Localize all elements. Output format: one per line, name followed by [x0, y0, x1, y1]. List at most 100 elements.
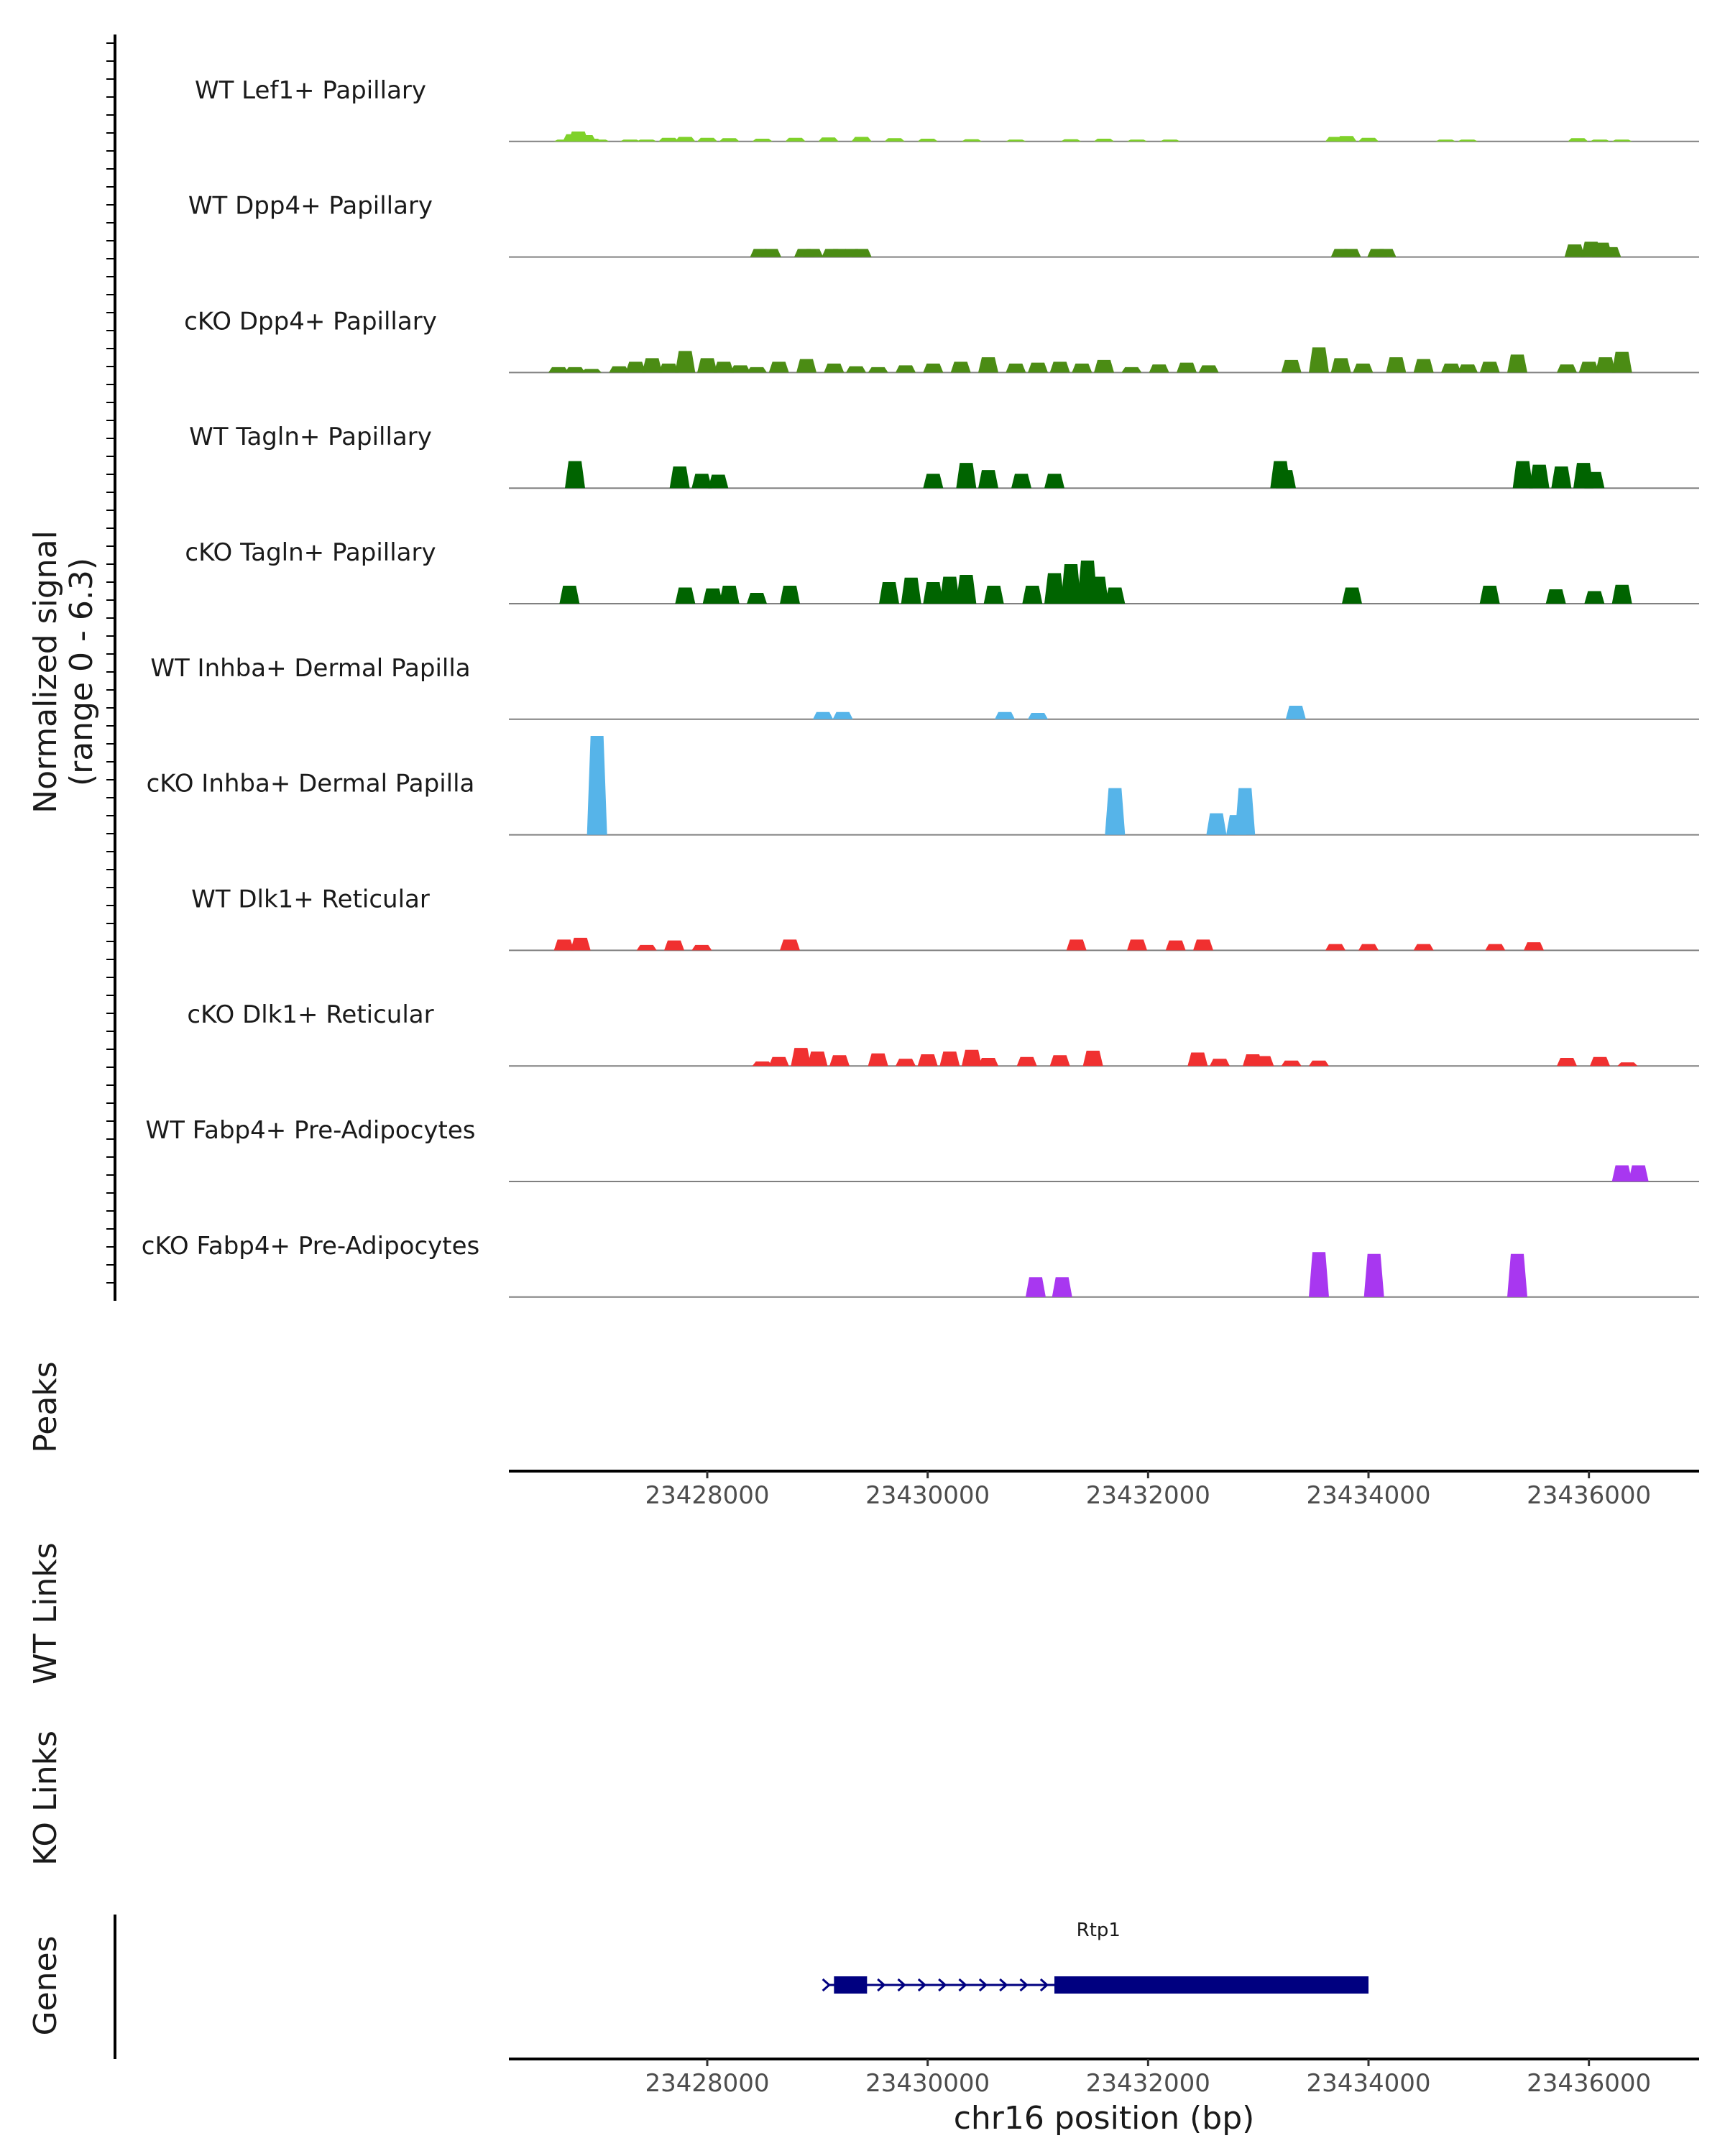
signal-peak	[1061, 139, 1081, 142]
signal-peak	[796, 359, 816, 373]
x-tick-label: 23436000	[1527, 2069, 1651, 2098]
y-axis-ticks	[106, 42, 115, 1284]
signal-peak	[1210, 1059, 1230, 1067]
signal-peak	[1342, 587, 1362, 604]
track-cko-tagln-papillary: cKO Tagln+ Papillary	[185, 538, 1699, 604]
signal-peak	[832, 711, 853, 719]
signal-peak	[1363, 1253, 1384, 1297]
signal-peak	[1611, 351, 1632, 373]
signal-peak	[1016, 1056, 1037, 1067]
track-label-wt-dpp4-papillary: WT Dpp4+ Papillary	[188, 192, 433, 221]
signal-peak	[917, 139, 938, 142]
wt-links-panel-label: WT Links	[27, 1542, 64, 1684]
signal-peak	[1595, 357, 1616, 373]
track-wt-inhba-dermal-papilla: WT Inhba+ Dermal Papilla	[150, 654, 1699, 720]
signal-peak	[1206, 813, 1227, 835]
signal-peak	[760, 249, 781, 257]
track-label-wt-lef1-papillary: WT Lef1+ Papillary	[195, 76, 426, 105]
y-axis-subtitle: (range 0 - 6.3)	[63, 558, 100, 786]
signal-peak	[923, 363, 944, 373]
signal-peak	[1507, 354, 1527, 373]
strand-arrow	[938, 1978, 947, 1992]
signal-peak	[1044, 573, 1064, 604]
signal-peak	[1325, 944, 1346, 951]
track-cko-dpp4-papillary: cKO Dpp4+ Papillary	[184, 307, 1699, 374]
signal-peak	[1011, 474, 1031, 489]
strand-arrow	[897, 1978, 906, 1992]
signal-peak	[1309, 1060, 1329, 1067]
signal-peak	[1066, 939, 1087, 951]
signal-peak	[752, 1061, 773, 1067]
x-tick-label: 23430000	[865, 2069, 990, 2098]
signal-peak	[995, 711, 1015, 719]
track-label-cko-tagln-papillary: cKO Tagln+ Papillary	[185, 538, 436, 567]
signal-peak	[1485, 944, 1506, 951]
genes-panel-label: Genes	[27, 1935, 64, 2035]
signal-peak	[768, 361, 789, 373]
signal-peak	[586, 736, 607, 835]
signal-peak	[1281, 359, 1302, 373]
signal-peak	[1611, 1165, 1632, 1181]
signal-peak	[589, 139, 610, 142]
signal-peak	[708, 474, 729, 489]
peaks-panel-label: Peaks	[27, 1361, 64, 1452]
signal-peak	[1601, 247, 1622, 257]
signal-peak	[923, 474, 944, 489]
signal-peak	[1584, 471, 1605, 489]
signal-peak	[702, 588, 723, 604]
signal-peak	[1072, 363, 1092, 373]
signal-peak	[1611, 584, 1632, 604]
strand-arrow	[999, 1978, 1008, 1992]
x-tick-label: 23432000	[1086, 1481, 1210, 1510]
strand-arrow	[958, 1978, 967, 1992]
signal-peak	[747, 367, 767, 373]
signal-peak	[658, 137, 679, 142]
strand-arrow	[822, 1978, 831, 1992]
signal-peak	[1309, 347, 1329, 373]
signal-peak	[1458, 364, 1478, 373]
signal-peak	[1006, 139, 1026, 142]
signal-peak	[675, 351, 696, 373]
signal-peak	[962, 1049, 982, 1067]
coverage-tracks: WT Lef1+ Papillary WT Dpp4+ Papillary cKO …	[142, 76, 1699, 1298]
signal-peak	[923, 581, 944, 604]
strand-arrow	[978, 1978, 988, 1992]
signal-peak	[1512, 461, 1533, 489]
x-tick-label: 23428000	[645, 2069, 769, 2098]
strand-arrow	[917, 1978, 927, 1992]
signal-peak	[1105, 788, 1126, 835]
signal-peak	[1524, 942, 1544, 951]
peaks-x-axis-ticks: 23428000 23430000 23432000 23434000 23436000	[645, 1471, 1651, 1510]
signal-peak	[851, 249, 872, 257]
signal-peak	[565, 367, 585, 373]
signal-peak	[1052, 1277, 1072, 1297]
signal-peak	[1617, 1062, 1638, 1067]
gene-exon	[834, 1976, 868, 1994]
track-label-cko-dpp4-papillary: cKO Dpp4+ Papillary	[184, 307, 437, 336]
x-tick-label: 23434000	[1306, 2069, 1430, 2098]
signal-peak	[1022, 585, 1043, 604]
signal-peak	[962, 139, 982, 142]
signal-peak	[691, 474, 712, 489]
signal-peak	[1564, 244, 1585, 257]
signal-peak	[1127, 939, 1147, 951]
signal-peak	[1340, 249, 1361, 257]
signal-peak	[1551, 466, 1572, 489]
signal-peak	[785, 137, 806, 142]
y-axis-title: Normalized signal	[27, 530, 64, 814]
signal-peak	[1479, 361, 1500, 373]
signal-peak	[1094, 359, 1114, 373]
signal-peak	[1281, 1060, 1302, 1067]
signal-peak	[1529, 464, 1550, 489]
signal-peak	[581, 369, 602, 373]
signal-peak	[1049, 361, 1070, 373]
signal-peak	[553, 939, 574, 951]
strand-arrow	[877, 1978, 886, 1992]
signal-peak	[609, 366, 630, 373]
signal-peak	[1235, 788, 1256, 835]
signal-peak	[1198, 365, 1219, 373]
signal-peak	[675, 137, 696, 142]
signal-peak	[1276, 470, 1296, 489]
signal-peak	[1590, 1056, 1610, 1067]
signal-peak	[1127, 139, 1147, 142]
